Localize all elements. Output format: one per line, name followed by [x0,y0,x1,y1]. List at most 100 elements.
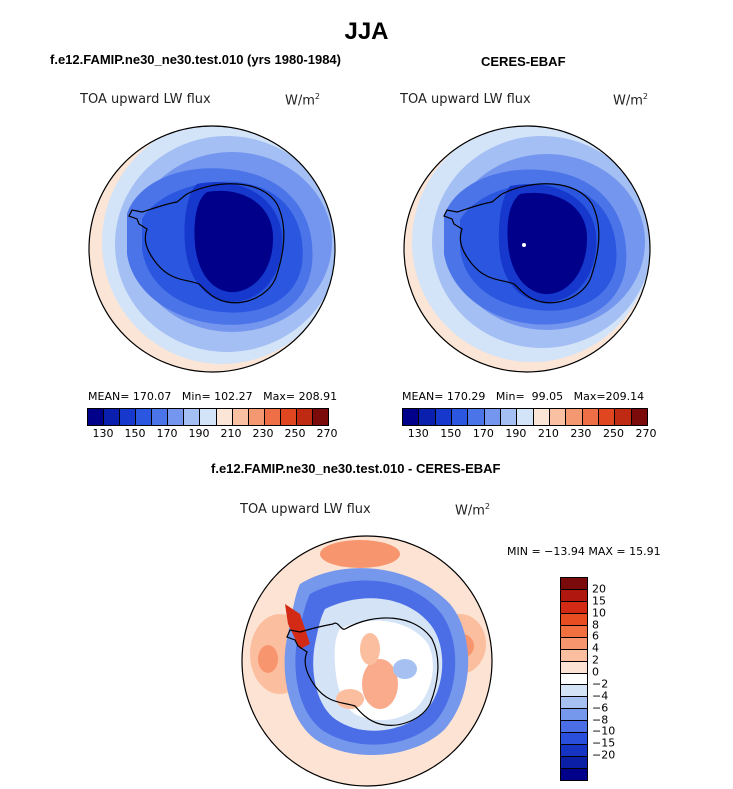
colorbar-swatch [561,625,587,638]
colorbar-swatch [468,409,485,425]
colorbar-swatch [517,409,534,425]
colorbar-tick-label: −4 [592,689,609,703]
panel-1-title: f.e12.FAMIP.ne30_ne30.test.010 (yrs 1980… [50,52,341,67]
colorbar-swatch [419,409,436,425]
panel-2-colorbar [402,408,648,426]
colorbar-tick-label: 190 [505,427,527,440]
colorbar-swatch [216,409,233,425]
colorbar-swatch [561,733,587,746]
colorbar-swatch [561,601,587,614]
panel-1-stats: MEAN= 170.07 Min= 102.27 Max= 208.91 [88,390,338,403]
colorbar-swatch [264,409,281,425]
figure-title: JJA [344,18,389,45]
colorbar-swatch [533,409,550,425]
colorbar-swatch [561,697,587,710]
colorbar-tick-label: 20 [592,582,606,596]
colorbar-tick-label: 0 [592,665,599,679]
colorbar-swatch [561,661,587,674]
colorbar-tick-label: 250 [284,427,306,440]
diff-panel-range: MIN = −13.94 MAX = 15.91 [507,545,661,558]
colorbar-swatch [312,409,328,425]
colorbar-tick-label: 15 [592,594,606,608]
panel-2-variable-label: TOA upward LW flux [400,92,531,107]
colorbar-swatch [403,409,420,425]
panel-1-colorbar-labels: 130 150 170 190 210 230 250 270 [87,427,338,441]
colorbar-tick-label: −6 [592,701,609,715]
diff-panel-variable-label: TOA upward LW flux [240,502,371,517]
panel-2-title: CERES-EBAF [481,54,566,69]
diff-panel-polar-map [241,535,493,787]
colorbar-tick-label: 4 [592,641,599,655]
colorbar-swatch [561,685,587,698]
colorbar-tick-label: 190 [188,427,210,440]
panel-1-units-label: W/m2 [285,92,320,109]
colorbar-swatch [104,409,121,425]
colorbar-swatch [152,409,169,425]
colorbar-tick-label: 130 [407,427,429,440]
diff-panel-title: f.e12.FAMIP.ne30_ne30.test.010 - CERES-E… [211,461,501,476]
colorbar-swatch [561,709,587,722]
colorbar-tick-label: 250 [602,427,624,440]
colorbar-tick-label: 230 [252,427,274,440]
colorbar-tick-label: 6 [592,629,599,643]
colorbar-tick-label: 170 [156,427,178,440]
diff-panel-units-label: W/m2 [455,502,490,519]
colorbar-tick-label: −2 [592,677,609,691]
colorbar-tick-label: 170 [472,427,494,440]
colorbar-swatch [561,613,587,626]
colorbar-swatch [561,589,587,602]
panel-2-colorbar-labels: 130 150 170 190 210 230 250 270 [402,427,657,441]
panel-1-polar-map [88,125,336,373]
colorbar-swatch [500,409,518,425]
colorbar-swatch [120,409,137,425]
colorbar-swatch [88,409,105,425]
colorbar-swatch [561,578,587,590]
colorbar-tick-label: 230 [570,427,592,440]
colorbar-swatch [136,409,153,425]
colorbar-tick-label: 8 [592,618,599,632]
panel-2-stats: MEAN= 170.29 Min= 99.05 Max=209.14 [402,390,645,403]
panel-1-variable-label: TOA upward LW flux [80,92,211,107]
colorbar-swatch [561,673,587,686]
colorbar-swatch [280,409,297,425]
panel-2-units-label: W/m2 [613,92,648,109]
colorbar-swatch [582,409,599,425]
colorbar-swatch [248,409,265,425]
diff-colorbar-labels: 20 15 10 8 6 4 2 0 −2 −4 −6 −8 −10 −15 −20 [592,577,632,779]
colorbar-swatch [561,637,587,650]
colorbar-swatch [561,769,587,780]
colorbar-tick-label: −8 [592,713,609,727]
colorbar-swatch [615,409,632,425]
colorbar-tick-label: 150 [440,427,462,440]
colorbar-swatch [232,409,249,425]
colorbar-swatch [566,409,583,425]
colorbar-tick-label: 270 [635,427,657,440]
panel-2-polar-map [403,125,651,373]
colorbar-swatch [184,409,201,425]
colorbar-swatch [484,409,501,425]
colorbar-tick-label: 210 [220,427,242,440]
colorbar-tick-label: −15 [592,736,616,750]
colorbar-swatch [631,409,647,425]
colorbar-swatch [168,409,185,425]
diff-colorbar [560,577,588,781]
colorbar-swatch [435,409,452,425]
colorbar-tick-label: 10 [592,606,606,620]
colorbar-swatch [598,409,616,425]
colorbar-swatch [200,409,217,425]
colorbar-swatch [561,721,587,734]
colorbar-tick-label: 150 [124,427,146,440]
colorbar-tick-label: 130 [92,427,114,440]
colorbar-tick-label: 2 [592,653,599,667]
colorbar-swatch [561,745,587,758]
colorbar-tick-label: 210 [537,427,559,440]
colorbar-swatch [296,409,313,425]
panel-1-colorbar [87,408,329,426]
colorbar-tick-label: −20 [592,748,616,762]
colorbar-swatch [549,409,567,425]
colorbar-swatch [561,649,587,662]
colorbar-swatch [451,409,469,425]
colorbar-tick-label: 270 [316,427,338,440]
colorbar-tick-label: −10 [592,724,616,738]
colorbar-swatch [561,757,587,769]
